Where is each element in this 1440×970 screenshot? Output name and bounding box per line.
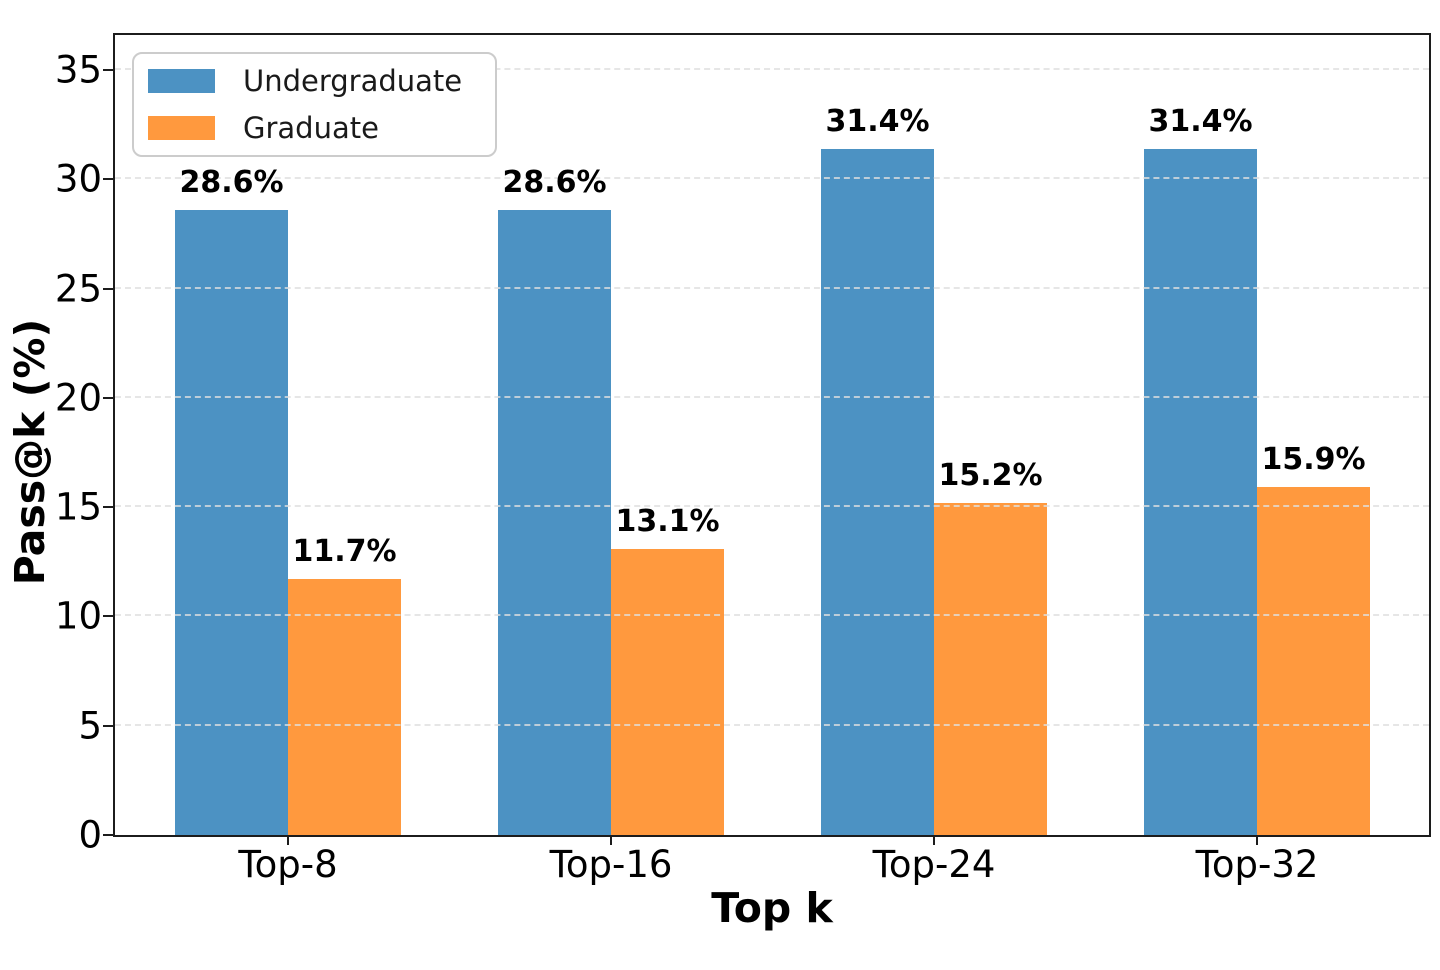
- value-label-undergraduate-top-24: 31.4%: [825, 103, 930, 139]
- legend-item-undergraduate: Undergraduate: [148, 58, 481, 105]
- gridline-y-15: [115, 505, 1429, 508]
- x-tick-mark-top-32: [1256, 835, 1258, 845]
- x-axis-title: Top k: [711, 884, 833, 932]
- y-tick-mark-10: [103, 615, 113, 618]
- y-tick-mark-30: [103, 178, 113, 181]
- y-tick-label-25: 25: [54, 267, 102, 311]
- y-tick-mark-20: [103, 396, 113, 399]
- y-tick-label-20: 20: [54, 376, 102, 420]
- legend-swatch-undergraduate: [148, 69, 215, 94]
- legend-swatch-graduate: [148, 115, 215, 140]
- y-tick-label-30: 30: [54, 157, 102, 201]
- plot-area: 28.6% 11.7% 28.6% 13.1% 31.4% 15.2% 31.4% 15.9%: [113, 33, 1431, 837]
- bar-undergraduate-top-32: [1144, 148, 1257, 835]
- legend-label-graduate: Graduate: [243, 110, 379, 145]
- gridline-y-35: [115, 67, 1429, 70]
- legend-label-undergraduate: Undergraduate: [243, 64, 463, 99]
- y-tick-mark-25: [103, 287, 113, 290]
- value-label-graduate-top-16: 13.1%: [615, 503, 720, 539]
- x-tick-label-top-24: Top-24: [872, 843, 996, 886]
- right-spine: [1429, 33, 1431, 837]
- x-axis-line: [115, 835, 1429, 837]
- bar-graduate-top-8: [288, 579, 401, 835]
- bar-undergraduate-top-8: [175, 209, 288, 835]
- y-axis-title: Pass@k (%): [6, 318, 54, 586]
- gridline-y-25: [115, 286, 1429, 289]
- x-tick-mark-top-8: [287, 835, 289, 845]
- gridline-y-10: [115, 614, 1429, 617]
- x-tick-mark-top-24: [933, 835, 935, 845]
- x-tick-label-top-32: Top-32: [1195, 843, 1319, 886]
- y-tick-label-10: 10: [54, 594, 102, 638]
- x-tick-label-top-8: Top-8: [238, 843, 338, 886]
- bar-undergraduate-top-24: [821, 148, 934, 835]
- bar-graduate-top-32: [1257, 487, 1370, 835]
- value-label-undergraduate-top-32: 31.4%: [1148, 103, 1253, 139]
- y-tick-mark-35: [103, 68, 113, 71]
- y-tick-label-0: 0: [78, 813, 102, 857]
- gridline-y-20: [115, 395, 1429, 398]
- y-tick-mark-15: [103, 506, 113, 509]
- bar-graduate-top-16: [611, 548, 724, 835]
- bar-undergraduate-top-16: [498, 209, 611, 835]
- y-axis-line: [113, 33, 115, 837]
- value-label-graduate-top-8: 11.7%: [292, 534, 397, 570]
- value-label-graduate-top-24: 15.2%: [938, 457, 1043, 493]
- x-tick-mark-top-16: [610, 835, 612, 845]
- y-tick-label-15: 15: [54, 485, 102, 529]
- value-label-undergraduate-top-8: 28.6%: [179, 164, 284, 200]
- gridline-y-30: [115, 177, 1429, 180]
- value-label-graduate-top-32: 15.9%: [1261, 442, 1366, 478]
- x-tick-label-top-16: Top-16: [549, 843, 673, 886]
- y-tick-label-35: 35: [54, 48, 102, 92]
- y-tick-mark-0: [103, 834, 113, 836]
- gridline-y-5: [115, 723, 1429, 726]
- top-spine: [115, 33, 1429, 35]
- legend-item-graduate: Graduate: [148, 105, 481, 152]
- value-label-undergraduate-top-16: 28.6%: [502, 164, 607, 200]
- y-tick-label-5: 5: [78, 704, 102, 748]
- y-tick-mark-5: [103, 724, 113, 727]
- legend: Undergraduate Graduate: [132, 52, 497, 157]
- bar-graduate-top-24: [934, 502, 1047, 835]
